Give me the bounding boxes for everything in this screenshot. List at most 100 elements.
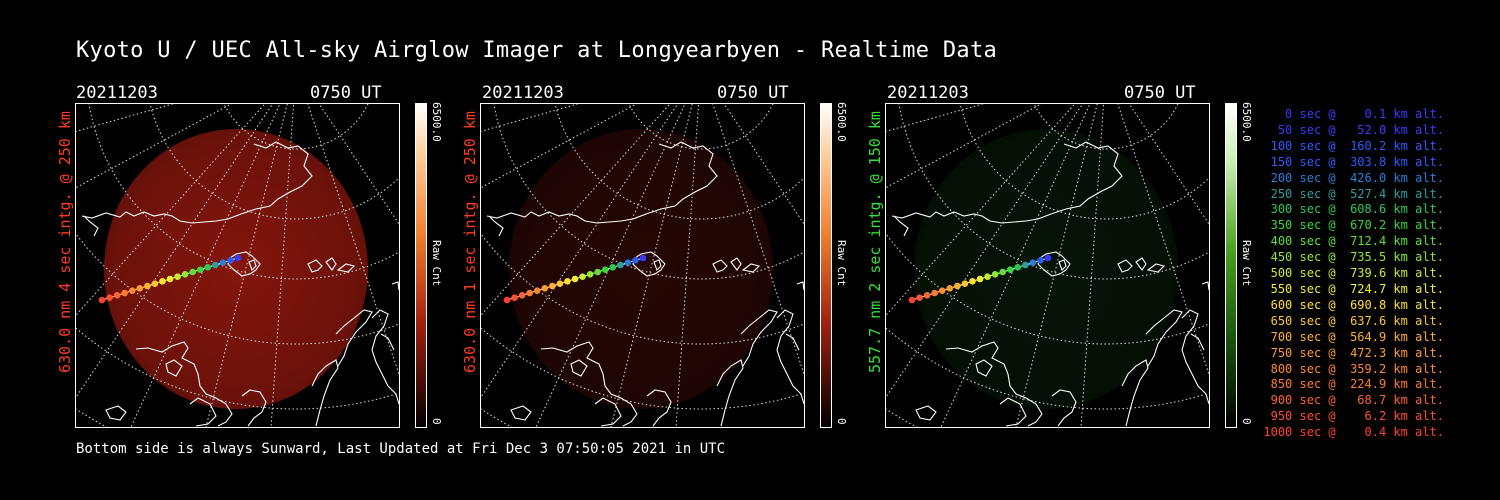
coastline	[325, 257, 337, 271]
coastline	[1201, 281, 1209, 291]
trajectory-point	[181, 271, 189, 278]
legend-row: 900 sec @ 68.7 km alt.	[1263, 393, 1444, 408]
panel-1-colorbar	[415, 103, 427, 428]
legend-row: 400 sec @ 712.4 km alt.	[1263, 234, 1444, 249]
panel-1-date: 20211203	[76, 83, 158, 103]
coastline	[189, 397, 217, 427]
coastline	[945, 341, 1043, 427]
trajectory-point	[999, 268, 1006, 276]
coastline	[311, 359, 339, 427]
legend-row: 0 sec @ 0.1 km alt.	[1263, 107, 1444, 121]
trajectory-point	[136, 285, 144, 292]
legend-row: 200 sec @ 426.0 km alt.	[1263, 170, 1444, 185]
longitude-line	[712, 104, 804, 375]
legend-row: 700 sec @ 564.9 km alt.	[1263, 329, 1444, 344]
coastline	[488, 215, 504, 237]
trajectory-point	[991, 271, 999, 278]
panel-3-date: 20211203	[887, 83, 969, 103]
trajectory-point	[1022, 261, 1029, 269]
coastline	[81, 141, 313, 224]
panel-3-image[interactable]	[885, 103, 1210, 428]
trajectory-point	[106, 294, 113, 301]
longitude-line	[610, 104, 693, 427]
trajectory-point	[954, 282, 961, 290]
legend-row: 800 sec @ 359.2 km alt.	[1263, 361, 1444, 376]
longitude-line	[1015, 104, 1098, 427]
coastline	[335, 309, 373, 367]
coastline	[741, 263, 761, 273]
legend-row: 50 sec @ 52.0 km alt.	[1263, 122, 1444, 137]
longitude-line	[205, 104, 288, 427]
trajectory-point	[586, 271, 594, 278]
coastline	[594, 397, 622, 427]
trajectory-point	[212, 261, 219, 269]
trajectory-point	[601, 266, 609, 273]
panel-1-wavelength-label: 630.0 nm 4 sec intg. @ 250 km	[56, 111, 74, 373]
panel-2-colorbar-min: 0	[835, 418, 848, 425]
panel-2-date: 20211203	[482, 83, 564, 103]
longitude-line	[1128, 104, 1209, 225]
legend-row: 100 sec @ 160.2 km alt.	[1263, 138, 1444, 153]
page-title: Kyoto U / UEC All-sky Airglow Imager at …	[76, 38, 998, 63]
coastline	[653, 259, 662, 271]
trajectory-point	[594, 268, 601, 276]
coastline	[891, 141, 1123, 224]
trajectory-point	[1044, 254, 1052, 262]
legend-row: 450 sec @ 735.5 km alt.	[1263, 250, 1444, 265]
panel-1-image[interactable]	[75, 103, 400, 428]
coastline	[570, 359, 588, 377]
longitude-line	[307, 104, 399, 375]
trajectory-point	[961, 280, 969, 287]
legend-row: 1000 sec @ 0.4 km alt.	[1263, 425, 1444, 440]
longitude-line	[481, 104, 671, 316]
legend-row: 750 sec @ 472.3 km alt.	[1263, 345, 1444, 360]
panel-2-image[interactable]	[480, 103, 805, 428]
coastline	[796, 281, 804, 291]
panel-3-colorbar-max: 6500.0	[1240, 102, 1253, 142]
trajectory-point	[639, 254, 647, 262]
panel-2-map	[481, 104, 804, 427]
trajectory-point	[632, 257, 639, 264]
legend-row: 150 sec @ 303.8 km alt.	[1263, 154, 1444, 169]
longitude-line	[318, 104, 399, 225]
coastline	[740, 309, 778, 367]
panel-1-colorbar-unit: Raw Cnt	[430, 240, 443, 287]
trajectory-legend: 0 sec @ 0.1 km alt. 50 sec @ 52.0 km alt…	[1262, 107, 1444, 441]
trajectory-point	[533, 287, 541, 294]
coastline	[1135, 257, 1147, 271]
coastline	[915, 405, 937, 421]
trajectory-point	[1029, 259, 1037, 266]
trajectory-point	[151, 280, 159, 287]
trajectory-point	[121, 289, 128, 297]
panel-2-wavelength-label: 630.0 nm 1 sec intg. @ 250 km	[461, 111, 479, 373]
panel-2-colorbar-unit: Raw Cnt	[835, 240, 848, 287]
longitude-line	[940, 104, 1091, 427]
longitude-line	[1117, 104, 1209, 375]
coastline	[83, 215, 99, 237]
longitude-line	[723, 104, 804, 225]
panel-1-colorbar-min: 0	[430, 418, 443, 425]
coastline	[999, 397, 1027, 427]
airglow-disc	[104, 129, 368, 409]
trajectory-point	[556, 280, 564, 287]
trajectory-point	[189, 268, 196, 276]
legend-row: 600 sec @ 690.8 km alt.	[1263, 297, 1444, 312]
panel-3-colorbar	[1225, 103, 1237, 428]
legend-row: 250 sec @ 527.4 km alt.	[1263, 186, 1444, 201]
footer-note: Bottom side is always Sunward, Last Upda…	[76, 441, 726, 457]
trajectory-point	[518, 292, 526, 299]
panel-3-colorbar-unit: Raw Cnt	[1240, 240, 1253, 287]
trajectory-point	[503, 296, 511, 304]
legend-row: 650 sec @ 637.6 km alt.	[1263, 313, 1444, 328]
trajectory-point	[617, 261, 624, 269]
trajectory-point	[571, 275, 579, 283]
trajectory-point	[227, 257, 234, 264]
trajectory-point	[166, 275, 174, 283]
longitude-line	[535, 104, 686, 427]
trajectory-point	[938, 287, 946, 294]
coastline	[391, 281, 399, 291]
legend-row: 500 sec @ 739.6 km alt.	[1263, 266, 1444, 281]
coastline	[135, 341, 233, 427]
legend-row: 300 sec @ 608.6 km alt.	[1263, 202, 1444, 217]
latitude-circle	[1033, 104, 1179, 150]
